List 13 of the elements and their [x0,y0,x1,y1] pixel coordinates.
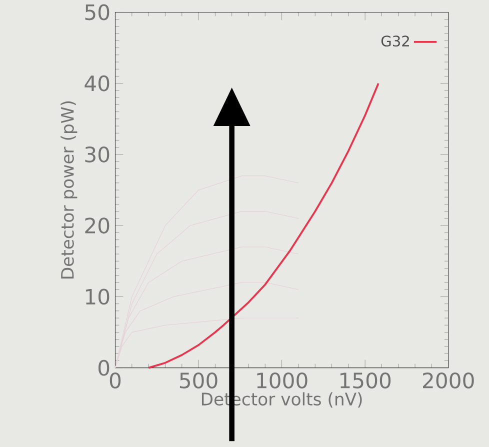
legend-label: G32 [381,36,409,46]
y-tick-label: 40 [84,75,110,92]
y-tick-label: 30 [85,146,110,162]
y-tick-label: 10 [86,288,110,305]
y-tick-label: 0 [98,360,110,376]
x-tick-label: 500 [180,372,218,388]
x-tick-label: 2000 [422,372,474,388]
y-tick-label: 50 [85,4,110,20]
y-axis-title: Detector power (pW) [60,101,78,278]
x-tick-label: 1000 [257,372,308,388]
x-tick-label: 1500 [340,372,391,388]
y-tick-label: 20 [85,218,110,234]
x-tick-label: 0 [110,372,121,388]
